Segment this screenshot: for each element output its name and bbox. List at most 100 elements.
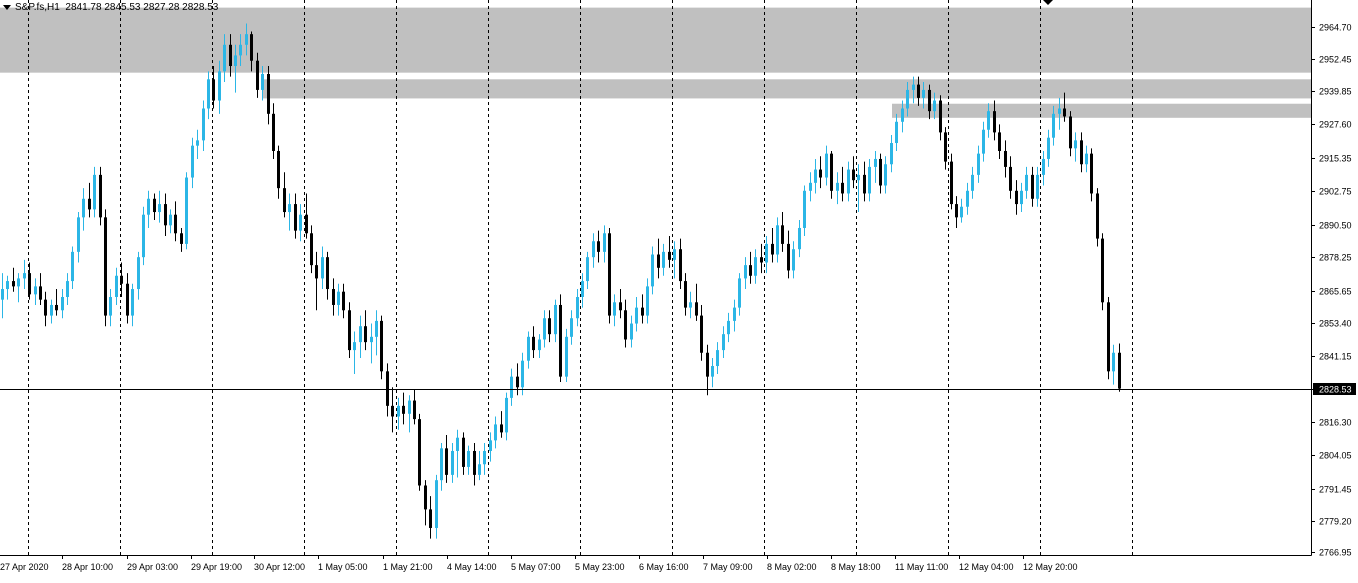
candle (164, 193, 167, 236)
candle-body (88, 198, 91, 210)
candle (71, 246, 74, 290)
candle (922, 81, 925, 109)
candle (229, 34, 232, 77)
candle-body (1074, 140, 1077, 149)
candle (424, 480, 427, 526)
candle (429, 496, 432, 539)
candle (939, 95, 942, 141)
candle (884, 156, 887, 194)
candle-body (1096, 193, 1099, 239)
candle-body (109, 297, 112, 316)
candle (765, 235, 768, 274)
candle-body (164, 204, 167, 226)
candle-body (673, 249, 676, 260)
candle-body (456, 437, 459, 451)
candle-body (879, 158, 882, 186)
candle-body (326, 257, 329, 290)
symbol-label: S&P.fs,H1 (15, 2, 60, 13)
candle (1031, 166, 1034, 207)
chart-shift-marker[interactable] (1043, 0, 1053, 5)
candle-body (852, 169, 855, 181)
candle-body (71, 251, 74, 282)
candle (998, 124, 1001, 159)
time-tick-label: 11 May 11:00 (895, 562, 948, 572)
candle (99, 166, 102, 226)
candle (174, 201, 177, 242)
candle-body (1058, 108, 1061, 114)
supply-zone[interactable] (0, 7, 1311, 73)
candle-body (185, 177, 188, 244)
candle (592, 233, 595, 268)
candle (180, 227, 183, 252)
candle-body (901, 108, 904, 122)
time-tick-label: 6 May 16:00 (639, 562, 689, 572)
candle-body (798, 227, 801, 250)
candlesticks (1, 23, 1121, 539)
candle-body (679, 249, 682, 282)
candle (695, 283, 698, 321)
candle-body (884, 164, 887, 186)
candle (722, 326, 725, 359)
candle (147, 190, 150, 228)
candle (836, 172, 839, 205)
candle-body (1020, 190, 1023, 205)
candle-body (527, 336, 530, 361)
candle (510, 368, 513, 406)
candle (706, 344, 709, 396)
candle-body (532, 336, 535, 351)
candle-body (960, 206, 963, 218)
candle (277, 145, 280, 199)
candle (261, 66, 264, 101)
candle (586, 251, 589, 290)
candle-body (706, 352, 709, 377)
candle (1090, 148, 1093, 202)
candle (1004, 140, 1007, 178)
time-tick-label: 1 May 21:00 (383, 562, 433, 572)
candle (738, 273, 741, 316)
candle-body (418, 419, 421, 486)
candle (684, 273, 687, 316)
candle (581, 273, 584, 308)
candle (857, 164, 860, 213)
candle-body (1047, 137, 1050, 159)
candle-body (787, 243, 790, 271)
candle (679, 238, 682, 290)
candle (955, 196, 958, 228)
time-tick-label: 30 Apr 12:00 (254, 562, 305, 572)
candle (711, 358, 714, 388)
candle (451, 443, 454, 483)
candle (516, 363, 519, 396)
price-tick-label: 2865.65 (1319, 287, 1352, 297)
candle (332, 278, 335, 316)
candle-body (668, 251, 671, 260)
candle (548, 310, 551, 343)
candle (559, 294, 562, 382)
candle (326, 251, 329, 300)
candle-body (310, 233, 313, 266)
symbol-menu-icon[interactable] (3, 5, 11, 10)
candle (39, 273, 42, 305)
candle-body (1112, 352, 1115, 372)
candle-body (261, 73, 264, 90)
candle (576, 289, 579, 327)
supply-zone[interactable] (262, 79, 1311, 99)
candle (467, 445, 470, 475)
candle-body (39, 286, 42, 300)
candle-body (505, 397, 508, 433)
candle-body (603, 233, 606, 252)
candle (603, 225, 606, 263)
candle (310, 225, 313, 274)
candle-body (99, 174, 102, 218)
candle-body (933, 100, 936, 112)
candle (760, 243, 763, 274)
candle-body (82, 198, 85, 218)
supply-zone[interactable] (892, 103, 1311, 118)
candle-body (277, 150, 280, 189)
candle (1009, 156, 1012, 199)
candle-body (66, 281, 69, 297)
time-tick-label: 5 May 07:00 (511, 562, 561, 572)
candle-body (825, 153, 828, 178)
candle-body (695, 302, 698, 316)
